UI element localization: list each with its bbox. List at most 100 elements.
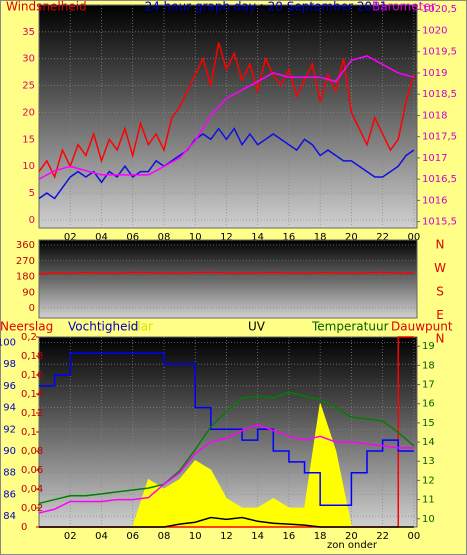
series-line <box>38 391 415 505</box>
y-tick-label: 0 <box>29 215 35 226</box>
x-tick-label: 12 <box>220 531 233 542</box>
y2-tick-label: 1019,5 <box>422 47 457 58</box>
y2-tick-label: 1015,5 <box>422 217 457 228</box>
series-line <box>38 55 415 180</box>
x-tick-label: 04 <box>95 531 108 542</box>
y2-tick-label: 1020 <box>422 25 447 36</box>
y2-tick-label: 14 <box>422 437 435 448</box>
y-tick-label: 88 <box>3 468 16 479</box>
y2-tick-label: 1018 <box>422 110 447 121</box>
y3-tick-label: 0,02 <box>21 503 43 514</box>
series-label: Vochtigheid <box>68 320 138 334</box>
y-tick-label: 5 <box>29 188 35 199</box>
y2-tick-label: 17 <box>422 380 435 391</box>
series-label: Dauwpunt <box>391 320 453 334</box>
y-tick-label: 10 <box>22 161 35 172</box>
y-tick-label: 360 <box>16 240 35 251</box>
series-label: Neerslag <box>0 320 53 334</box>
x-tick-label: 14 <box>251 232 264 243</box>
y3-tick-label: 0,14 <box>21 389 43 400</box>
y-tick-label: 84 <box>3 511 16 522</box>
x-tick-label: 18 <box>314 232 327 243</box>
y-tick-label: 270 <box>16 256 35 267</box>
y2-tick-label: 1017,5 <box>422 132 457 143</box>
y2-tick-label: 12 <box>422 475 435 486</box>
series-label: Barometer <box>372 0 436 14</box>
series-label: Temperatuur <box>311 320 389 334</box>
y3-tick-label: 0,12 <box>21 408 43 419</box>
y3-tick-label: 0,2 <box>21 332 37 343</box>
x-tick-label: 18 <box>314 531 327 542</box>
y2-tick-label: 19 <box>422 341 435 352</box>
y3-tick-label: 0,06 <box>21 465 43 476</box>
compass-label: W <box>434 261 446 275</box>
x-tick-label: 12 <box>220 232 233 243</box>
x-tick-label: 20 <box>345 531 358 542</box>
series-label: olar <box>130 320 153 334</box>
x-tick-label: 06 <box>126 232 139 243</box>
y-tick-label: 20 <box>22 107 35 118</box>
annotation: zon onder <box>327 540 378 551</box>
x-tick-label: 16 <box>283 531 296 542</box>
y2-tick-label: 11 <box>422 495 435 506</box>
y2-tick-label: 1016,5 <box>422 174 457 185</box>
compass-label: N <box>436 238 445 252</box>
y3-tick-label: 0,08 <box>21 446 43 457</box>
chart-title: 24 hour graph day : 20 September 2011 <box>145 0 388 14</box>
y-tick-label: 25 <box>22 81 35 92</box>
y-tick-label: 35 <box>22 27 35 38</box>
x-tick-label: 04 <box>95 232 108 243</box>
x-tick-label: 08 <box>158 531 171 542</box>
y2-tick-label: 16 <box>422 399 435 410</box>
series-line <box>38 127 415 200</box>
y-tick-label: 96 <box>3 381 16 392</box>
plot-area <box>38 336 418 528</box>
x-tick-label: 22 <box>376 232 389 243</box>
y3-tick-label: 0,04 <box>21 484 43 495</box>
x-tick-label: 06 <box>126 531 139 542</box>
y3-tick-label: 0 <box>21 522 27 533</box>
y2-tick-label: 13 <box>422 456 435 467</box>
y3-tick-label: 0,16 <box>21 370 43 381</box>
y2-tick-label: 10 <box>422 514 435 525</box>
y2-tick-label: 1020,5 <box>422 4 457 15</box>
x-tick-label: 00 <box>408 531 421 542</box>
y-tick-label: 30 <box>22 54 35 65</box>
y-tick-label: 94 <box>3 403 16 414</box>
y-tick-label: 180 <box>16 272 35 283</box>
x-tick-label: 20 <box>345 232 358 243</box>
y-tick-label: 15 <box>22 134 35 145</box>
series-line <box>38 271 414 275</box>
x-tick-label: 00 <box>408 232 421 243</box>
x-tick-label: 08 <box>158 232 171 243</box>
x-tick-label: 10 <box>189 232 202 243</box>
y-tick-label: 0 <box>29 303 35 314</box>
y2-tick-label: 1019 <box>422 68 447 79</box>
compass-label: E <box>436 308 444 322</box>
plot-area <box>38 239 418 319</box>
compass-label: S <box>436 285 444 299</box>
y-tick-label: 92 <box>3 424 16 435</box>
y-tick-label: 90 <box>22 287 35 298</box>
y2-tick-label: 1018,5 <box>422 89 457 100</box>
y2-tick-label: 15 <box>422 418 435 429</box>
x-tick-label: 22 <box>376 531 389 542</box>
x-tick-label: 02 <box>64 232 77 243</box>
series-line <box>39 516 414 528</box>
series-line <box>38 42 415 180</box>
y3-tick-label: 0,18 <box>21 351 43 362</box>
y-tick-label: 90 <box>3 446 16 457</box>
compass-label: N <box>436 332 445 346</box>
series-line <box>39 352 414 507</box>
y-tick-label: 98 <box>3 359 16 370</box>
series-label: UV <box>248 320 266 334</box>
series-label: Windsnelheid <box>6 0 87 14</box>
x-tick-label: 10 <box>189 531 202 542</box>
y2-tick-label: 18 <box>422 360 435 371</box>
x-tick-label: 02 <box>64 531 77 542</box>
y-tick-label: 86 <box>3 489 16 500</box>
plot-area <box>38 4 418 229</box>
series-line <box>38 424 414 514</box>
x-tick-label: 16 <box>283 232 296 243</box>
